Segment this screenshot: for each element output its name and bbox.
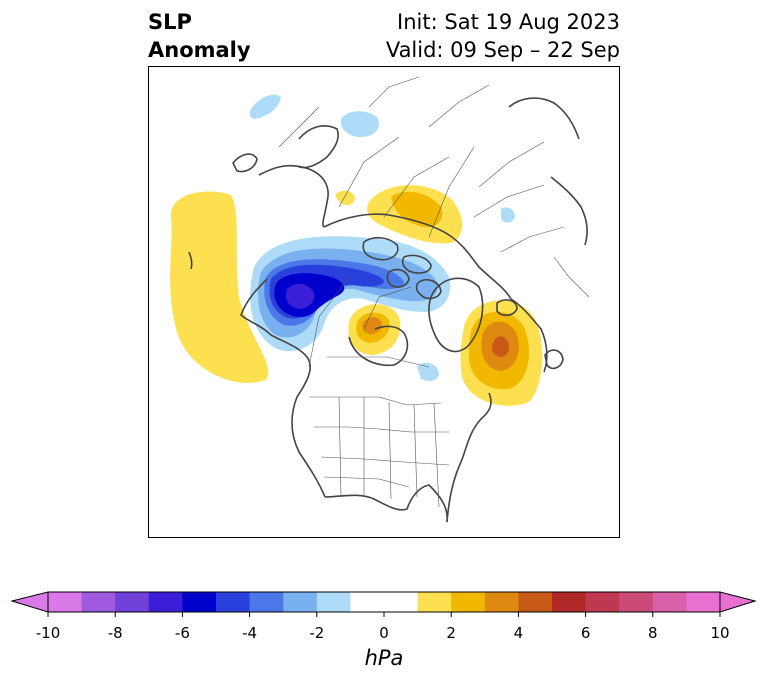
coastlines: [188, 97, 588, 523]
colorbar-bin-0: [48, 592, 82, 612]
negative-anomaly-scandinavia: [340, 111, 380, 137]
colorbar-outline: [47, 591, 721, 613]
colorbar-over-arrow: [719, 591, 757, 613]
colorbar-tick-label-3: -4: [242, 624, 258, 642]
colorbar-bin-16: [619, 592, 654, 612]
title-line-1: SLP: [148, 10, 192, 34]
colorbar-tick-label-2: -6: [174, 624, 190, 642]
colorbar-tick-label-4: -2: [309, 624, 325, 642]
colorbar-bin-9: [350, 592, 418, 612]
colorbar-bin-15: [585, 592, 620, 612]
colorbar-bin-4: [182, 592, 217, 612]
colorbar-tick-label-0: -10: [35, 624, 61, 642]
positive-anomaly-atlantic-peak: [492, 336, 510, 357]
map-canvas: [170, 76, 590, 523]
colorbar-bin-6: [249, 592, 284, 612]
map-panel: [148, 66, 620, 538]
colorbar-bin-8: [316, 592, 351, 612]
colorbar-tick-label-9: 8: [648, 624, 658, 642]
positive-anomaly-pacific: [170, 191, 269, 383]
colorbar-tick-label-7: 4: [513, 624, 524, 642]
borders: [278, 76, 590, 508]
colorbar-under-arrow: [10, 591, 49, 613]
colorbar-bin-12: [484, 592, 519, 612]
colorbar-bin-1: [81, 592, 116, 612]
negative-anomaly-arctic-edge: [417, 362, 439, 381]
negative-anomaly-siberia-edge: [501, 207, 515, 223]
colorbar-bin-13: [518, 592, 553, 612]
negative-anomaly-core: [285, 283, 315, 309]
colorbar-bin-17: [652, 592, 687, 612]
colorbar-unit: hPa: [364, 646, 404, 670]
valid-date-range: Valid: 09 Sep – 22 Sep: [385, 38, 620, 62]
map-title: SLP Anomaly: [148, 8, 251, 64]
colorbar-bin-10: [417, 592, 452, 612]
colorbar-bin-7: [283, 592, 318, 612]
colorbar-tick-label-5: 0: [379, 624, 389, 642]
positive-anomaly-arctic-core: [391, 191, 443, 228]
colorbar-bin-2: [115, 592, 150, 612]
init-date: Init: Sat 19 Aug 2023: [397, 10, 620, 34]
colorbar-bin-3: [148, 592, 183, 612]
colorbar-tick-label-10: 10: [710, 624, 730, 642]
colorbar-bin-5: [216, 592, 250, 612]
colorbar-tick-label-6: 2: [446, 624, 456, 642]
title-line-2: Anomaly: [148, 38, 251, 62]
anomaly-shading: [170, 94, 543, 406]
colorbar: [10, 591, 757, 617]
colorbar-tick-label-8: 6: [580, 624, 591, 642]
colorbar-bin-18: [686, 592, 721, 612]
negative-anomaly-northwest: [249, 94, 281, 119]
colorbar-bins: [48, 592, 721, 612]
colorbar-bin-14: [552, 592, 586, 612]
date-info: Init: Sat 19 Aug 2023 Valid: 09 Sep – 22…: [386, 8, 620, 64]
colorbar-ticks: [47, 612, 721, 617]
positive-anomaly-hudson-center: [362, 317, 383, 335]
positive-anomaly-small: [335, 190, 355, 206]
colorbar-bin-11: [451, 592, 486, 612]
colorbar-tick-label-1: -8: [107, 624, 123, 642]
